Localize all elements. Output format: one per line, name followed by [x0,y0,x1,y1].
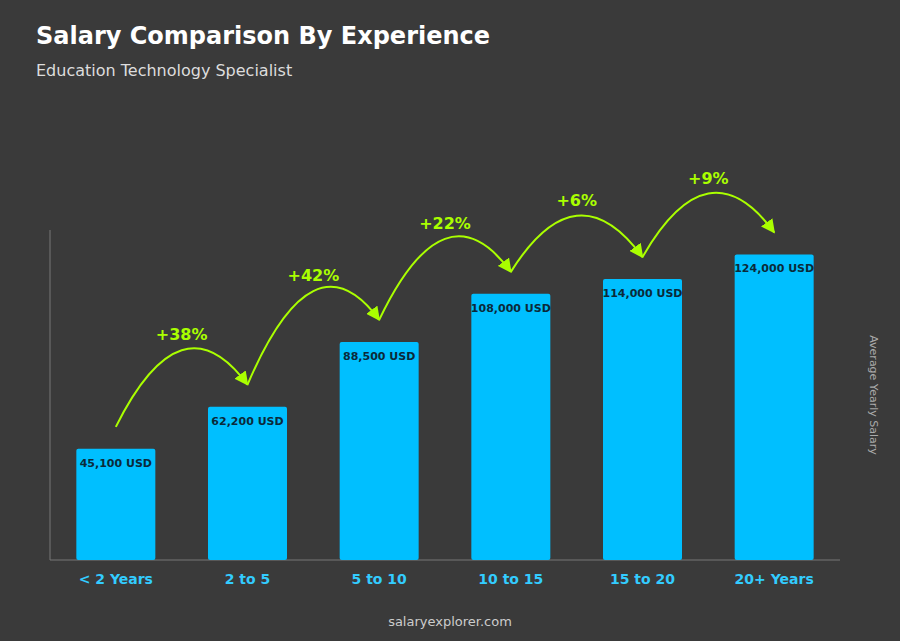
category-label: 15 to 20 [610,571,675,587]
x-axis-line [50,560,840,561]
subtitle: Education Technology Specialist [36,61,292,80]
change-arrow [511,216,643,272]
data-label: 62,200 USD [211,415,283,428]
annotation: +9% [688,169,729,188]
annotations: +38% +42% +22% +6% +9% [116,169,774,427]
category-label: < 2 Years [79,571,153,587]
annotation: +6% [556,191,597,210]
annotation: +42% [287,266,339,285]
background [0,0,900,641]
y-axis-line [50,230,51,560]
change-arrow [643,193,775,257]
title: Salary Comparison By Experience [36,22,490,50]
category-label: 20+ Years [735,571,814,587]
bar [603,279,682,560]
bar [208,407,287,560]
annotation: +38% [156,325,208,344]
change-arrow [248,287,380,385]
data-label: 108,000 USD [471,302,551,315]
bar [471,294,550,560]
change-arrow [116,348,248,427]
chart: Salary Comparison By Experience Education… [0,0,900,641]
data-label: 114,000 USD [603,287,683,300]
bar [76,449,155,560]
data-label: 88,500 USD [343,350,415,363]
category-label: 5 to 10 [352,571,408,587]
annotation: +22% [419,214,471,233]
change-arrow [379,236,511,320]
bar [340,342,419,560]
category-label: 2 to 5 [225,571,271,587]
source: salaryexplorer.com [388,614,512,629]
bars [76,254,813,560]
data-label: 45,100 USD [80,457,152,470]
bar [735,254,814,560]
labels: 45,100 USD < 2 Years 62,200 USD 2 to 5 88,50… [79,262,814,587]
category-label: 10 to 15 [478,571,543,587]
data-label: 124,000 USD [734,262,814,275]
y-axis-label: Average Yearly Salary [867,335,880,455]
